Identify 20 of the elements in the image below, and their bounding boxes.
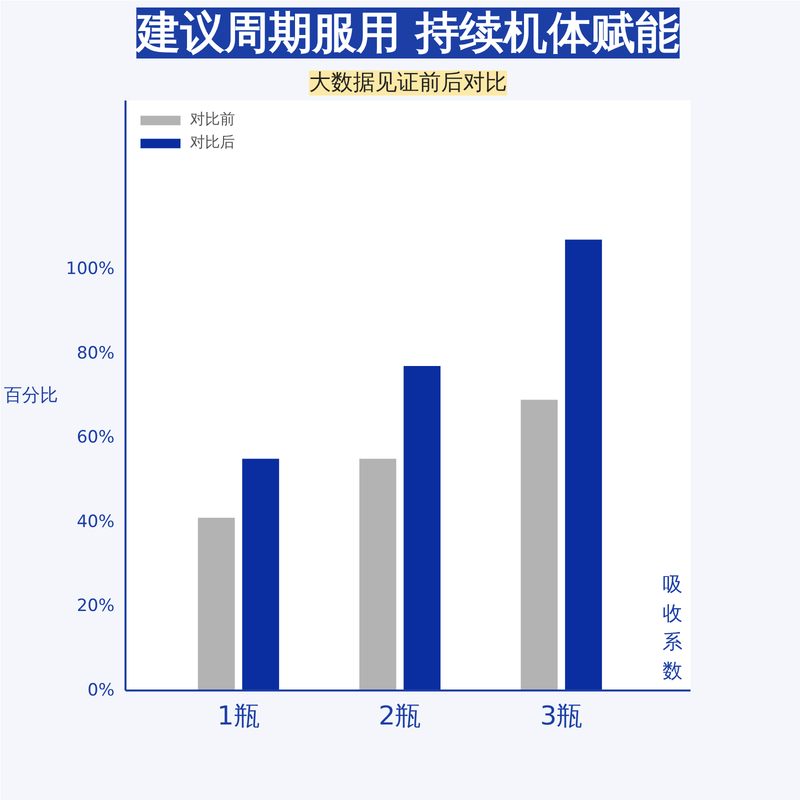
x-tick-label: 2瓶 <box>378 702 422 732</box>
y-tick-label: 0% <box>88 680 115 700</box>
y-tick-label: 80% <box>76 343 115 364</box>
y-tick-label: 100% <box>66 259 115 280</box>
legend-label: 对比后 <box>190 133 235 152</box>
bar <box>242 458 280 690</box>
y-tick-label: 60% <box>76 428 115 448</box>
bar <box>198 518 235 690</box>
chart-subtitle: 大数据见证前后对比 <box>309 70 507 96</box>
y-axis-title: 百分比 <box>4 385 58 406</box>
x-tick-label: 3瓶 <box>540 702 583 732</box>
legend-label: 对比前 <box>190 110 235 129</box>
bar <box>565 240 602 690</box>
x-axis-title: 吸收系数 <box>662 572 682 682</box>
y-tick-label: 20% <box>76 596 115 616</box>
x-tick-label: 1瓶 <box>217 702 260 732</box>
bar <box>359 458 396 690</box>
bar <box>520 400 558 690</box>
y-tick-label: 40% <box>76 512 115 532</box>
bar <box>404 366 441 690</box>
